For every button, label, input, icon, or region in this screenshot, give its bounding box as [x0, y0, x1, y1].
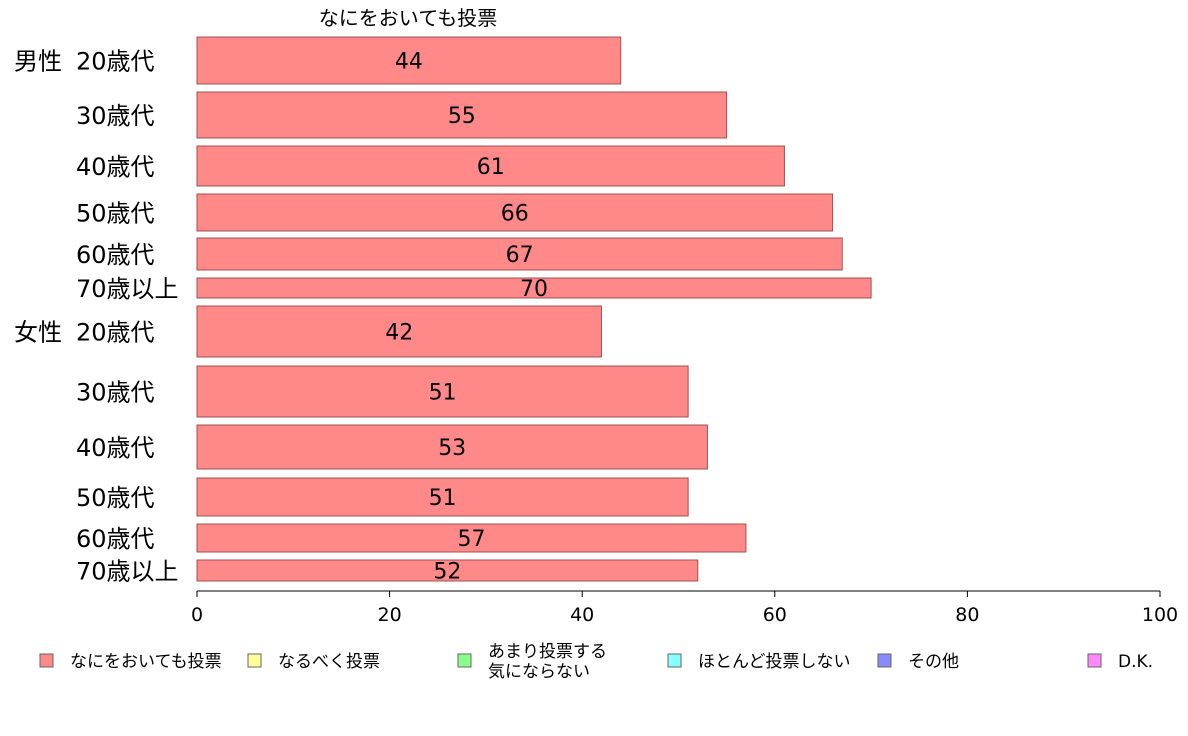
x-tick-label: 0: [191, 604, 203, 626]
category-label: 30歳代: [76, 102, 155, 130]
legend-swatch: [247, 653, 262, 668]
bar: [196, 145, 785, 187]
bar-value-label: 70: [520, 277, 548, 302]
x-axis: 0 20 40 60 80 100: [191, 590, 1178, 626]
x-tick-label: 40: [570, 604, 594, 626]
bar: [196, 424, 708, 470]
legend-label: なにをおいても投票: [70, 652, 222, 672]
bar: [196, 305, 602, 358]
group-label: 女性: [14, 319, 62, 347]
bar-value-label: 55: [448, 104, 476, 129]
bars-group: [196, 36, 872, 582]
legend-label: D.K.: [1118, 652, 1153, 672]
legend-label: ほとんど投票しない: [698, 652, 851, 672]
bar: [196, 477, 689, 517]
bar: [196, 193, 834, 232]
bar: [196, 91, 728, 139]
legend-swatch: [39, 653, 54, 668]
chart-title: なにをおいても投票: [319, 6, 497, 30]
category-label: 40歳代: [76, 434, 155, 462]
x-tick-label: 20: [378, 604, 402, 626]
bar-value-label: 57: [457, 527, 485, 552]
bar: [196, 523, 747, 553]
legend-swatch: [1087, 653, 1102, 668]
bar: [196, 365, 689, 418]
legend-swatch: [667, 653, 682, 668]
category-label: 50歳代: [76, 484, 155, 512]
bar-value-label: 51: [429, 381, 457, 406]
category-label: 60歳代: [76, 241, 155, 269]
legend-label: なるべく投票: [278, 652, 380, 672]
bar: [196, 36, 622, 85]
x-tick-label: 60: [763, 604, 787, 626]
bar-value-label: 42: [385, 321, 413, 346]
category-label: 20歳代: [76, 48, 155, 76]
category-label: 20歳代: [76, 319, 155, 347]
bar-value-label: 44: [395, 50, 423, 75]
category-label: 40歳代: [76, 153, 155, 181]
bar-value-label: 61: [477, 155, 505, 180]
group-label: 男性: [14, 48, 62, 76]
bar-value-label: 67: [506, 243, 534, 268]
bar-value-label: 53: [438, 436, 466, 461]
bar: [196, 237, 843, 271]
x-tick-label: 100: [1142, 604, 1178, 626]
legend-label: その他: [908, 652, 959, 672]
bar: [196, 559, 699, 582]
x-tick-label: 80: [955, 604, 979, 626]
category-label: 60歳代: [76, 525, 155, 553]
bar: [196, 277, 872, 299]
legend-swatch: [877, 653, 892, 668]
legend: なにをおいても投票 なるべく投票 あまり投票する気にならない ほとんど投票しない その他…: [39, 642, 1153, 682]
legend-swatch: [457, 653, 472, 668]
legend-label: あまり投票する気にならない: [488, 642, 607, 682]
bar-value-label: 52: [433, 560, 461, 585]
category-label: 30歳代: [76, 379, 155, 407]
bar-value-label: 66: [501, 202, 529, 227]
category-label: 70歳以上: [76, 275, 179, 303]
category-label: 50歳代: [76, 200, 155, 228]
bar-value-label: 51: [429, 486, 457, 511]
category-label: 70歳以上: [76, 558, 179, 586]
